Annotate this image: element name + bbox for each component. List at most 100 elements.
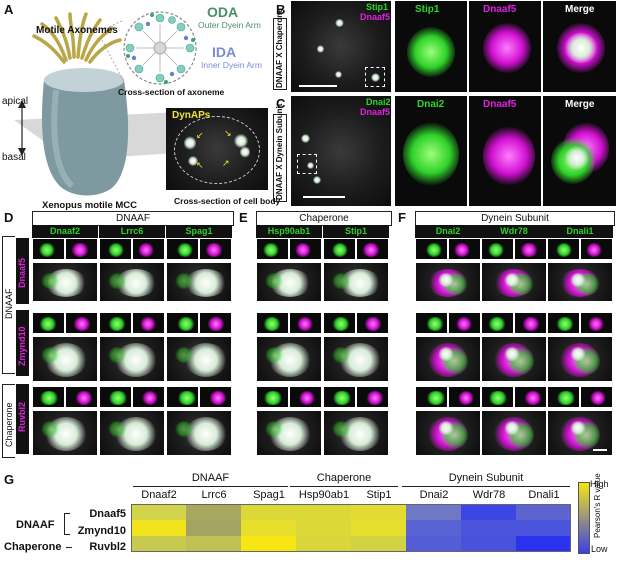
heatmap-cell-zmynd10-dnai2 <box>406 520 461 536</box>
magenta-channel-lrrc6-zmynd10 <box>132 312 165 334</box>
panel-label-a: A <box>4 2 14 17</box>
merged-image-hsp90ab1-dnaaf5 <box>256 262 322 302</box>
panel-d-header: DNAAF <box>32 211 234 226</box>
oda-full-label: Outer Dyein Arm <box>198 20 261 30</box>
green-channel-dnali1-dnaaf5 <box>547 238 580 260</box>
panel-c-overview <box>290 95 392 207</box>
heatmap-cell-dnaaf5-wdr78 <box>461 504 516 520</box>
magenta-channel-dnali1-ruvbl2 <box>580 386 613 408</box>
heatmap-cell-zmynd10-dnali1 <box>516 520 571 536</box>
heatmap-cell-zmynd10-wdr78 <box>461 520 516 536</box>
magenta-channel-stip1-ruvbl2 <box>356 386 389 408</box>
panel-label-f: F <box>398 210 406 225</box>
heatmap-group-dynein: Dynein Subunit <box>448 472 524 484</box>
green-channel-dnai2-dnaaf5 <box>415 238 448 260</box>
heatmap-rowgroup-dnaaf: DNAAF <box>16 519 55 531</box>
row-label-zmynd10: Zmynd10 <box>16 310 29 376</box>
row-label-dnaaf5: Dnaaf5 <box>16 238 29 304</box>
magenta-channel-dnaaf2-zmynd10 <box>65 312 98 334</box>
magenta-channel-lrrc6-dnaaf5 <box>132 238 165 260</box>
heatmap-col-hsp90ab1: Hsp90ab1 <box>298 489 350 501</box>
magenta-channel-lrrc6-ruvbl2 <box>132 386 165 408</box>
green-channel-dnaaf2-dnaaf5 <box>32 238 65 260</box>
merged-image-dnai2-zmynd10 <box>415 336 481 382</box>
heatmap-group-dnaaf: DNAAF <box>191 472 230 484</box>
heatmap-frame <box>131 504 571 552</box>
merged-image-lrrc6-dnaaf5 <box>99 262 165 302</box>
panel-label-c: C <box>276 96 286 111</box>
col-header-hsp90ab1: Hsp90ab1 <box>256 225 322 238</box>
magenta-channel-wdr78-zmynd10 <box>514 312 547 334</box>
green-channel-stip1-ruvbl2 <box>323 386 356 408</box>
merged-image-wdr78-zmynd10 <box>481 336 547 382</box>
apical-label: apical <box>2 96 29 107</box>
green-channel-wdr78-ruvbl2 <box>481 386 514 408</box>
panel-b-magenta-label: Dnaaf5 <box>360 12 391 22</box>
heatmap-cell-ruvbl2-spag1 <box>241 536 296 552</box>
heatmap-cell-zmynd10-lrrc6 <box>186 520 241 536</box>
green-channel-lrrc6-dnaaf5 <box>99 238 132 260</box>
panel-c-merge-zoom: Merge <box>542 95 617 207</box>
col-header-wdr78: Wdr78 <box>481 225 547 238</box>
heatmap-cell-dnaaf5-spag1 <box>241 504 296 520</box>
magenta-channel-dnai2-ruvbl2 <box>448 386 481 408</box>
heatmap-cell-dnaaf5-lrrc6 <box>186 504 241 520</box>
green-channel-dnaaf2-zmynd10 <box>32 312 65 334</box>
green-channel-wdr78-dnaaf5 <box>481 238 514 260</box>
merged-image-wdr78-ruvbl2 <box>481 410 547 456</box>
panel-b-green-zoom: Stip1 <box>394 0 468 93</box>
merged-image-spag1-dnaaf5 <box>166 262 232 302</box>
magenta-channel-dnaaf2-dnaaf5 <box>65 238 98 260</box>
heatmap-cell-ruvbl2-dnaaf2 <box>131 536 186 552</box>
merged-image-dnali1-dnaaf5 <box>547 262 613 302</box>
scale-bar <box>593 449 607 451</box>
panel-label-g: G <box>4 472 15 487</box>
merged-image-spag1-zmynd10 <box>166 336 232 382</box>
panel-b-magenta-zoom: Dnaaf5 <box>468 0 542 93</box>
panel-e-header: Chaperone <box>256 211 392 226</box>
green-channel-dnai2-zmynd10 <box>415 312 448 334</box>
heatmap-cell-dnaaf5-dnaaf2 <box>131 504 186 520</box>
heatmap-cell-dnaaf5-hsp90ab1 <box>296 504 351 520</box>
green-channel-dnaaf2-ruvbl2 <box>32 386 65 408</box>
heatmap-col-wdr78: Wdr78 <box>472 489 506 501</box>
magenta-channel-hsp90ab1-ruvbl2 <box>289 386 322 408</box>
green-channel-spag1-zmynd10 <box>166 312 199 334</box>
heatmap-cell-ruvbl2-lrrc6 <box>186 536 241 552</box>
merged-image-dnai2-dnaaf5 <box>415 262 481 302</box>
magenta-channel-wdr78-dnaaf5 <box>514 238 547 260</box>
merged-image-dnali1-ruvbl2 <box>547 410 613 456</box>
heatmap-col-dnaaf2: Dnaaf2 <box>141 489 177 501</box>
heatmap-col-spag1: Spag1 <box>253 489 285 501</box>
green-channel-spag1-dnaaf5 <box>166 238 199 260</box>
col-header-dnali1: Dnali1 <box>547 225 613 238</box>
magenta-channel-dnali1-dnaaf5 <box>580 238 613 260</box>
green-channel-hsp90ab1-zmynd10 <box>256 312 289 334</box>
green-channel-stip1-zmynd10 <box>323 312 356 334</box>
magenta-channel-stip1-zmynd10 <box>356 312 389 334</box>
panel-label-b: B <box>276 2 286 17</box>
magenta-channel-hsp90ab1-zmynd10 <box>289 312 322 334</box>
heatmap-col-stip1: Stip1 <box>366 489 392 501</box>
merged-image-dnali1-zmynd10 <box>547 336 613 382</box>
green-channel-hsp90ab1-ruvbl2 <box>256 386 289 408</box>
magenta-channel-dnai2-zmynd10 <box>448 312 481 334</box>
heatmap-row-dnaaf5: Dnaaf5 <box>89 508 126 520</box>
panel-b-green-label: Stip1 <box>366 2 389 12</box>
magenta-channel-spag1-dnaaf5 <box>199 238 232 260</box>
heatmap-colorbar <box>578 482 590 554</box>
panel-c-side-label: DNAAF X Dynein Subunit <box>273 104 287 202</box>
panel-label-e: E <box>239 210 248 225</box>
col-header-stip1: Stip1 <box>323 225 389 238</box>
heatmap-cell-zmynd10-dnaaf2 <box>131 520 186 536</box>
panel-b-merge-zoom: Merge <box>542 0 617 93</box>
green-channel-dnai2-ruvbl2 <box>415 386 448 408</box>
col-header-spag1: Spag1 <box>166 225 232 238</box>
heatmap-group-chaperone: Chaperone <box>316 472 372 484</box>
green-channel-stip1-dnaaf5 <box>323 238 356 260</box>
merged-image-lrrc6-ruvbl2 <box>99 410 165 456</box>
merged-image-stip1-zmynd10 <box>323 336 389 382</box>
merged-image-wdr78-dnaaf5 <box>481 262 547 302</box>
merged-image-dnaaf2-zmynd10 <box>32 336 98 382</box>
heatmap-cell-dnaaf5-dnai2 <box>406 504 461 520</box>
